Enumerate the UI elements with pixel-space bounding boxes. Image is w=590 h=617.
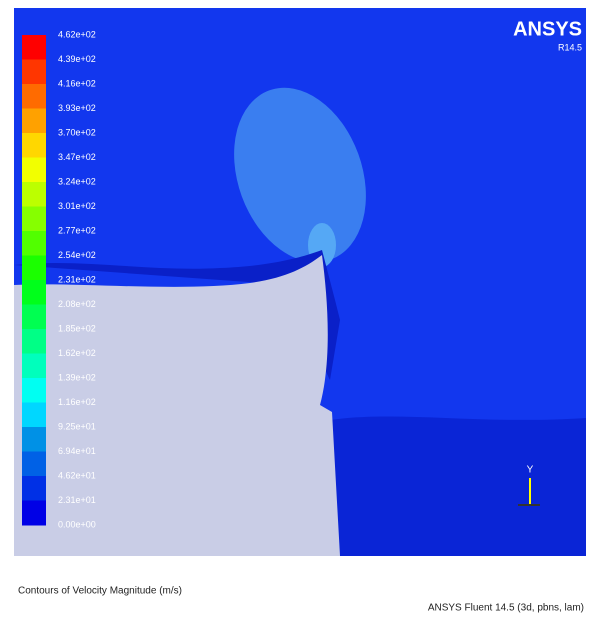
color-band <box>22 109 46 134</box>
color-band <box>22 476 46 501</box>
colorbar-label: 2.54e+02 <box>58 250 96 260</box>
color-band <box>22 60 46 85</box>
axis-label: Y <box>527 465 534 476</box>
color-band <box>22 427 46 452</box>
lower-flow-region <box>330 416 586 556</box>
contour-view: ANSYS R14.5 Y Contours of Velocity Magni… <box>0 0 590 617</box>
color-band <box>22 35 46 60</box>
colorbar-label: 2.31e+01 <box>58 495 96 505</box>
colorbar-label: 9.25e+01 <box>58 421 96 431</box>
color-band <box>22 280 46 305</box>
colorbar: 4.62e+02 4.39e+02 4.16e+02 3.93e+02 3.70e+02… <box>22 29 96 529</box>
colorbar-label: 1.16e+02 <box>58 397 96 407</box>
colorbar-label: 2.31e+02 <box>58 274 96 284</box>
color-band <box>22 329 46 354</box>
colorbar-label: 3.93e+02 <box>58 103 96 113</box>
colorbar-label: 1.39e+02 <box>58 372 96 382</box>
colorbar-label: 4.62e+01 <box>58 470 96 480</box>
colorbar-label: 3.24e+02 <box>58 176 96 186</box>
colorbar-label: 3.70e+02 <box>58 127 96 137</box>
color-band <box>22 403 46 428</box>
colorbar-label: 4.39e+02 <box>58 54 96 64</box>
color-band <box>22 354 46 379</box>
colorbar-label: 2.08e+02 <box>58 299 96 309</box>
color-band <box>22 158 46 183</box>
colorbar-label: 1.85e+02 <box>58 323 96 333</box>
color-band <box>22 231 46 256</box>
color-band <box>22 207 46 232</box>
brand-version: R14.5 <box>558 42 582 52</box>
colorbar-label: 1.62e+02 <box>58 348 96 358</box>
colorbar-label: 6.94e+01 <box>58 446 96 456</box>
color-band <box>22 84 46 109</box>
colorbar-label: 3.01e+02 <box>58 201 96 211</box>
color-band <box>22 378 46 403</box>
color-band <box>22 501 46 526</box>
colorbar-label: 3.47e+02 <box>58 152 96 162</box>
colorbar-label: 0.00e+00 <box>58 519 96 529</box>
color-band <box>22 133 46 158</box>
color-band <box>22 256 46 281</box>
solver-info: ANSYS Fluent 14.5 (3d, pbns, lam) <box>428 603 584 614</box>
caption: Contours of Velocity Magnitude (m/s) <box>18 586 182 597</box>
color-band <box>22 452 46 477</box>
colorbar-label: 4.62e+02 <box>58 29 96 39</box>
brand-name: ANSYS <box>513 18 582 40</box>
colorbar-label: 2.77e+02 <box>58 225 96 235</box>
color-band <box>22 305 46 330</box>
color-band <box>22 182 46 207</box>
colorbar-label: 4.16e+02 <box>58 78 96 88</box>
